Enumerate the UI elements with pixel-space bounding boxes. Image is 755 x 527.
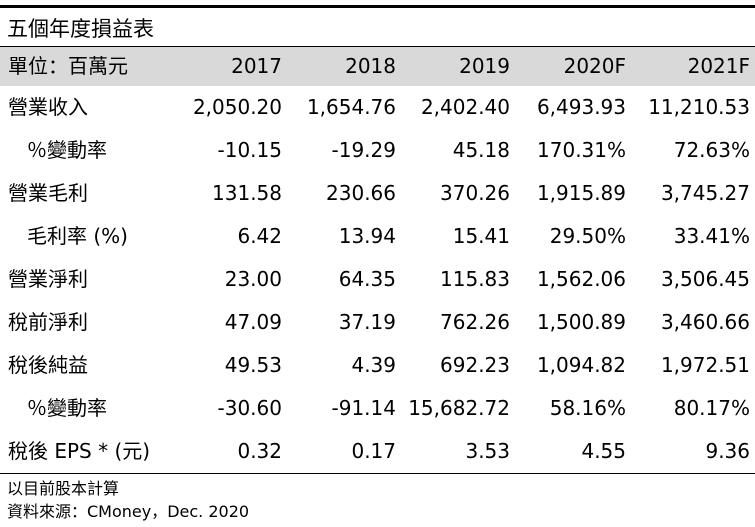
table-row-net-income: 稅後純益 49.53 4.39 692.23 1,094.82 1,972.51	[0, 344, 755, 387]
table-cell: 45.18	[452, 138, 510, 162]
table-cell: 2,402.40	[420, 95, 510, 119]
table-title: 五個年度損益表	[7, 17, 154, 41]
table-cell: 49.53	[224, 353, 282, 377]
table-cell: 9.36	[705, 439, 750, 463]
year-header-2017: 2017	[231, 54, 282, 78]
table-cell: 33.41%	[673, 224, 750, 248]
table-header-row: 單位：百萬元 2017 2018 2019 2020F 2021F	[0, 47, 755, 86]
table-cell: 1,500.89	[536, 310, 626, 334]
table-cell: 0.32	[237, 439, 282, 463]
table-row-net-income-change: ％變動率 -30.60 -91.14 15,682.72 58.16% 80.1…	[0, 387, 755, 430]
table-cell: 11,210.53	[648, 95, 750, 119]
table-cell: -91.14	[331, 396, 396, 420]
table-cell: 29.50%	[549, 224, 626, 248]
table-cell: 370.26	[440, 181, 510, 205]
table-cell: 15,682.72	[408, 396, 510, 420]
table-cell: 47.09	[224, 310, 282, 334]
table-row-gross-profit: 營業毛利 131.58 230.66 370.26 1,915.89 3,745…	[0, 172, 755, 215]
table-cell: 131.58	[212, 181, 282, 205]
table-cell: 3.53	[465, 439, 510, 463]
top-rule	[0, 5, 755, 8]
table-cell: 23.00	[224, 267, 282, 291]
table-cell: 37.19	[338, 310, 396, 334]
table-cell: -19.29	[331, 138, 396, 162]
table-row-revenue: 營業收入 2,050.20 1,654.76 2,402.40 6,493.93…	[0, 86, 755, 129]
table-cell: 6.42	[237, 224, 282, 248]
table-cell: 1,094.82	[536, 353, 626, 377]
table-bottom-rule	[0, 473, 755, 474]
table-cell: 692.23	[440, 353, 510, 377]
table-cell: 1,915.89	[536, 181, 626, 205]
year-header-2019: 2019	[459, 54, 510, 78]
source-note: 資料來源：CMoney，Dec. 2020	[7, 502, 250, 521]
table-cell: 4.39	[351, 353, 396, 377]
row-label: 營業毛利	[8, 181, 88, 205]
table-cell: 72.63%	[673, 138, 750, 162]
table-cell: 6,493.93	[536, 95, 626, 119]
table-row-eps: 稅後 EPS * (元) 0.32 0.17 3.53 4.55 9.36	[0, 430, 755, 473]
table-cell: 3,506.45	[660, 267, 750, 291]
table-cell: 13.94	[338, 224, 396, 248]
table-cell: 1,562.06	[536, 267, 626, 291]
year-header-2018: 2018	[345, 54, 396, 78]
table-cell: 0.17	[351, 439, 396, 463]
table-row-revenue-change: ％變動率 -10.15 -19.29 45.18 170.31% 72.63%	[0, 129, 755, 172]
table-cell: -10.15	[217, 138, 282, 162]
table-cell: 1,654.76	[306, 95, 396, 119]
row-label: 稅前淨利	[8, 310, 88, 334]
row-label: ％變動率	[27, 138, 107, 162]
table-cell: 3,745.27	[660, 181, 750, 205]
row-label: 毛利率 (%)	[27, 224, 128, 248]
table-cell: -30.60	[217, 396, 282, 420]
row-label: 營業收入	[8, 95, 88, 119]
table-row-pretax-income: 稅前淨利 47.09 37.19 762.26 1,500.89 3,460.6…	[0, 301, 755, 344]
footnote: 以目前股本計算	[7, 479, 120, 498]
year-header-2021f: 2021F	[687, 54, 750, 78]
row-label: 稅後 EPS * (元)	[8, 439, 151, 463]
table-cell: 2,050.20	[192, 95, 282, 119]
table-cell: 15.41	[452, 224, 510, 248]
year-header-2020f: 2020F	[563, 54, 626, 78]
table-cell: 58.16%	[549, 396, 626, 420]
table-cell: 4.55	[581, 439, 626, 463]
unit-label: 單位：百萬元	[8, 54, 128, 78]
table-cell: 115.83	[440, 267, 510, 291]
table-cell: 230.66	[326, 181, 396, 205]
table-row-operating-income: 營業淨利 23.00 64.35 115.83 1,562.06 3,506.4…	[0, 258, 755, 301]
header-top-rule	[0, 46, 755, 47]
table-cell: 80.17%	[673, 396, 750, 420]
row-label: 稅後純益	[8, 353, 88, 377]
table-cell: 762.26	[440, 310, 510, 334]
table-cell: 170.31%	[537, 138, 626, 162]
table-cell: 64.35	[338, 267, 396, 291]
table-cell: 3,460.66	[660, 310, 750, 334]
row-label: 營業淨利	[8, 267, 88, 291]
table-cell: 1,972.51	[660, 353, 750, 377]
row-label: ％變動率	[27, 396, 107, 420]
table-row-gross-margin: 毛利率 (%) 6.42 13.94 15.41 29.50% 33.41%	[0, 215, 755, 258]
